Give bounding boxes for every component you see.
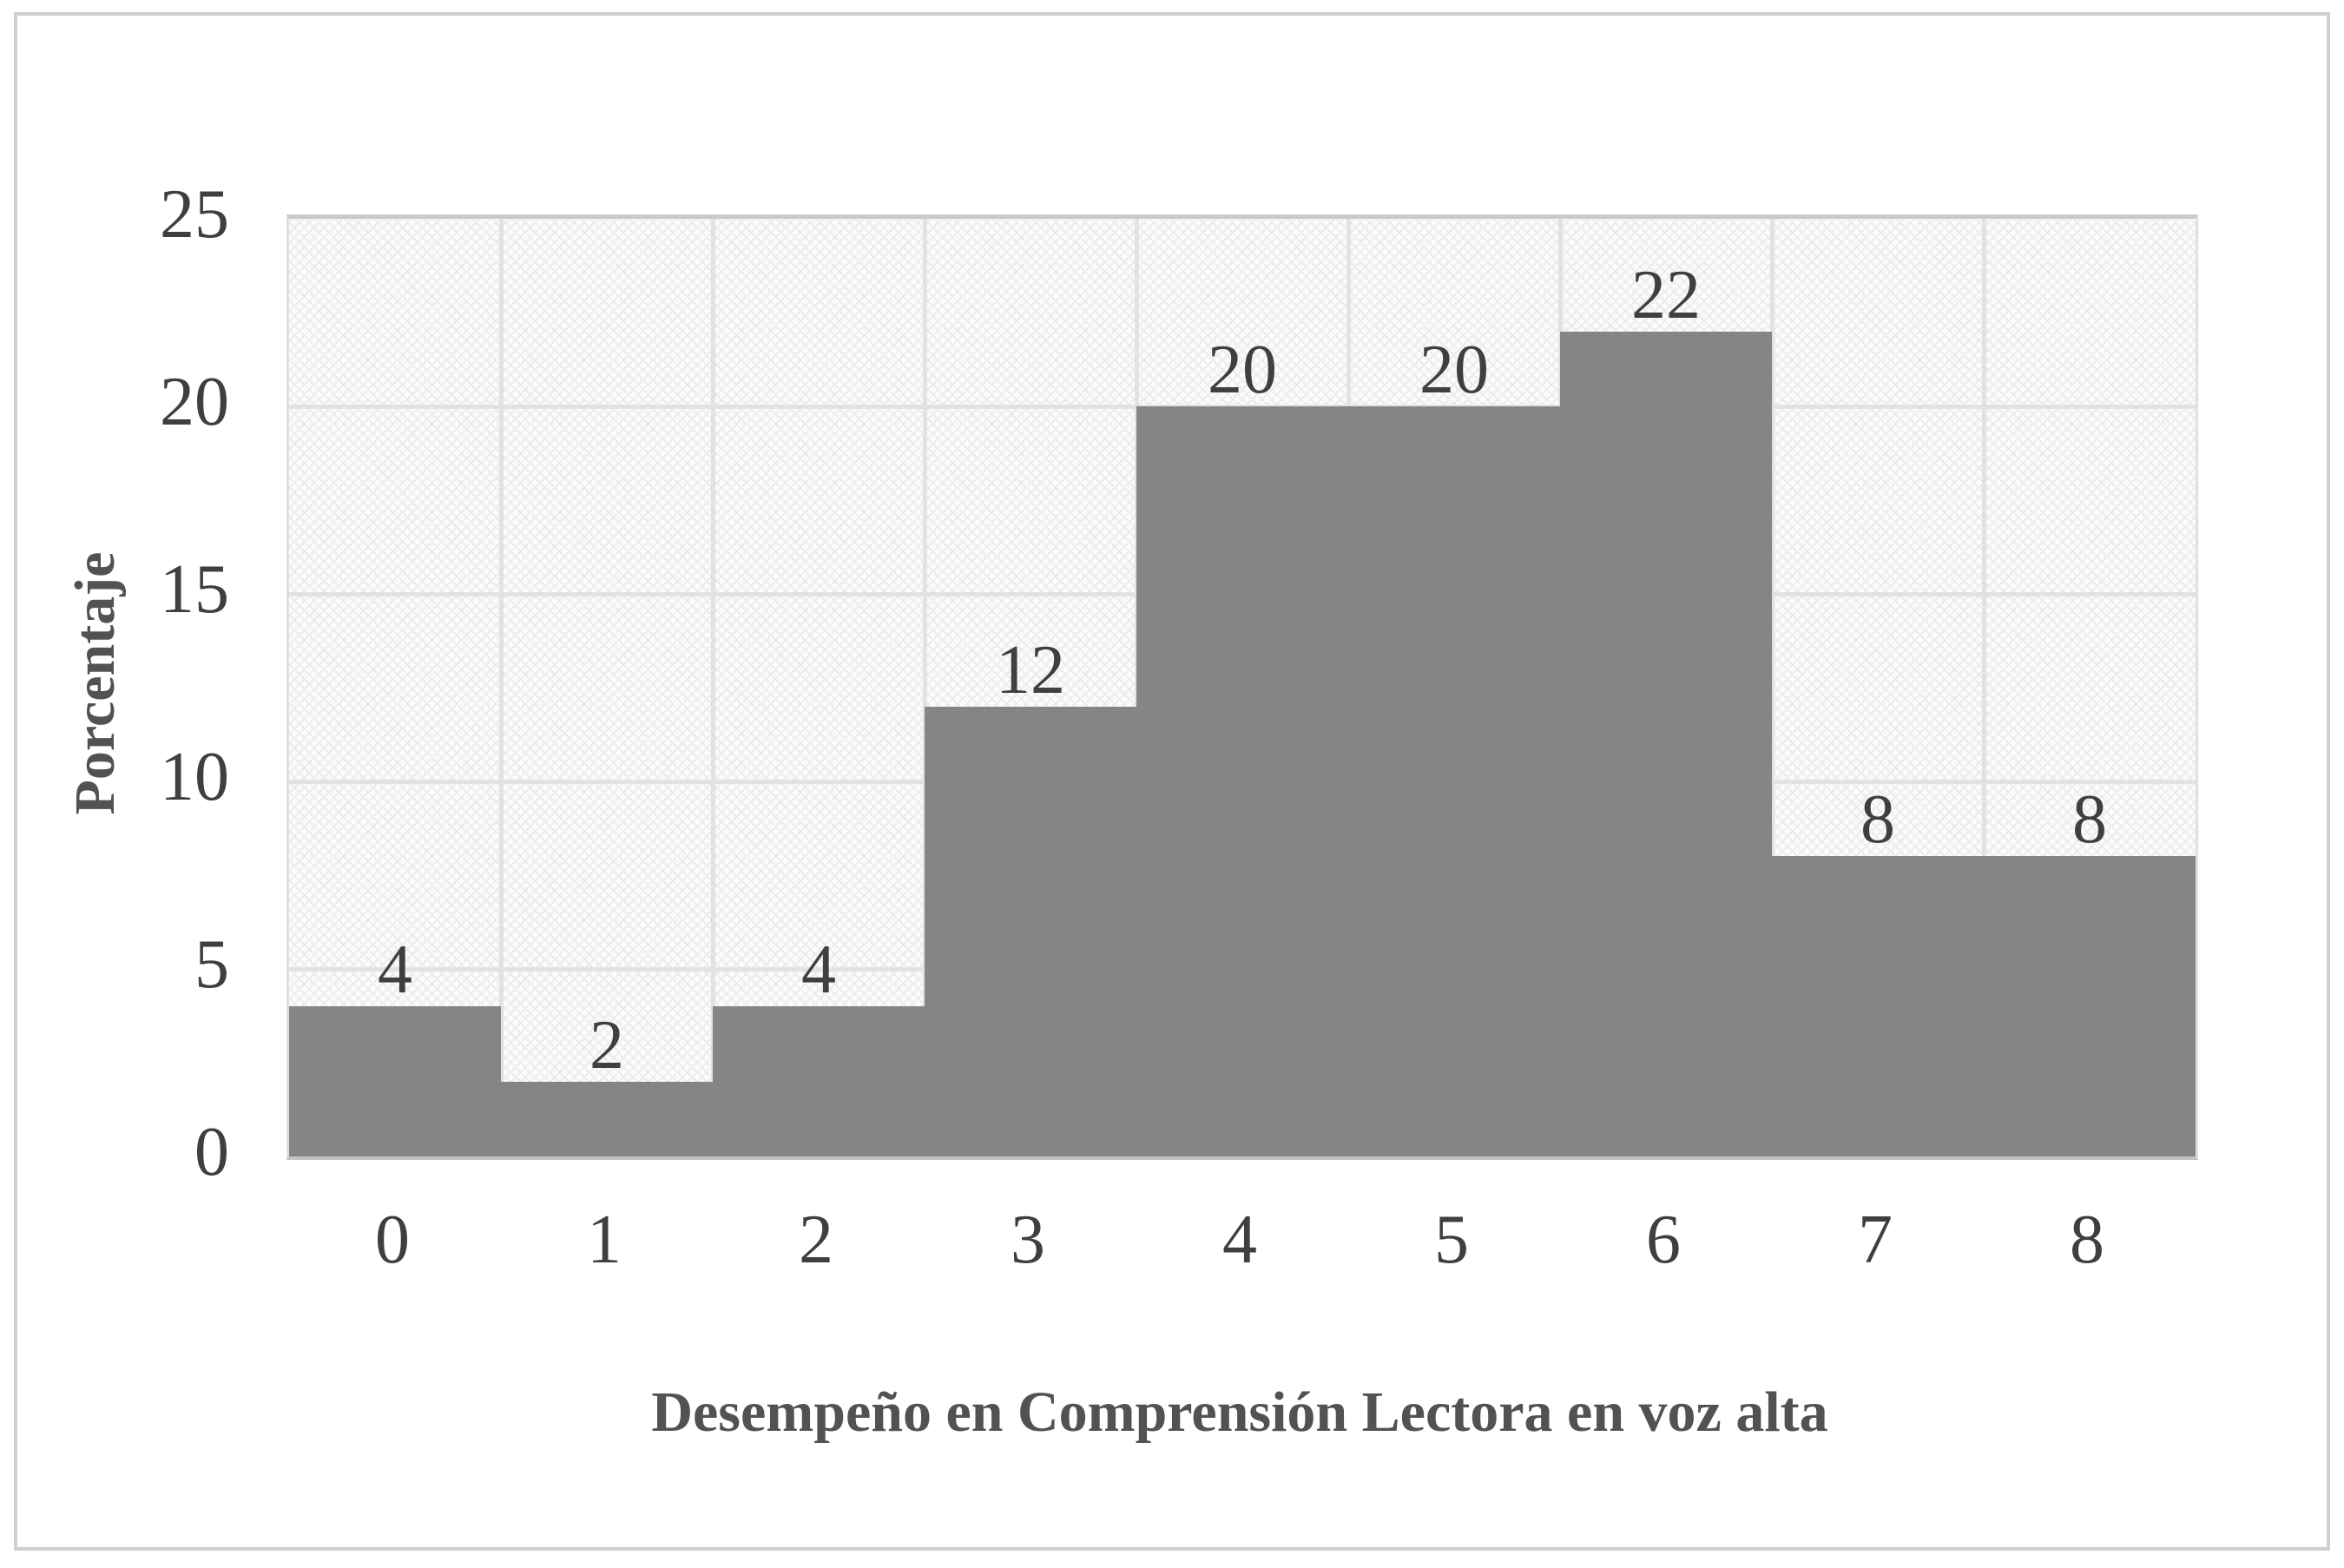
x-tick-label-4: 4 [1222,1202,1257,1278]
bar-5 [1348,406,1560,1156]
x-tick-label-0: 0 [375,1202,410,1278]
x-tick-label-3: 3 [1011,1202,1045,1278]
bar-8 [1984,856,2196,1156]
x-tick-label-8: 8 [2070,1202,2104,1278]
v-gridline-7 [1770,219,1774,1156]
x-tick-label-5: 5 [1434,1202,1469,1278]
x-tick-label-2: 2 [799,1202,833,1278]
y-tick-label-20: 20 [160,364,229,440]
x-tick-label-7: 7 [1858,1202,1893,1278]
y-tick-label-0: 0 [194,1114,229,1190]
bar-data-label-8: 8 [2072,781,2107,859]
y-tick-label-5: 5 [194,926,229,1003]
v-gridline-3 [923,219,927,1156]
bar-3 [925,706,1136,1156]
bar-1 [501,1081,713,1156]
v-gridline-1 [499,219,504,1156]
bar-data-label-3: 12 [996,631,1065,708]
bar-data-label-7: 8 [1860,781,1895,859]
y-tick-label-10: 10 [160,739,229,815]
x-tick-label-6: 6 [1646,1202,1681,1278]
x-axis-title: Desempeño en Comprensión Lectora en voz … [651,1380,1828,1444]
bar-data-label-1: 2 [589,1006,624,1084]
v-gridline-2 [711,219,715,1156]
v-gridline-8 [1982,219,1986,1156]
bar-2 [713,1006,925,1156]
bar-0 [289,1006,501,1156]
plot-area: 4 2 4 12 20 20 22 8 8 [286,214,2198,1160]
bar-data-label-6: 22 [1631,256,1701,333]
bar-6 [1560,331,1772,1156]
bar-data-label-2: 4 [801,932,836,1009]
bar-data-label-0: 4 [378,932,412,1009]
bar-7 [1772,856,1984,1156]
x-tick-label-1: 1 [587,1202,622,1278]
bar-data-label-4: 20 [1208,332,1277,408]
y-tick-label-25: 25 [160,176,229,253]
bar-data-label-5: 20 [1419,332,1489,408]
y-tick-label-15: 15 [160,551,229,628]
bar-4 [1136,406,1348,1156]
